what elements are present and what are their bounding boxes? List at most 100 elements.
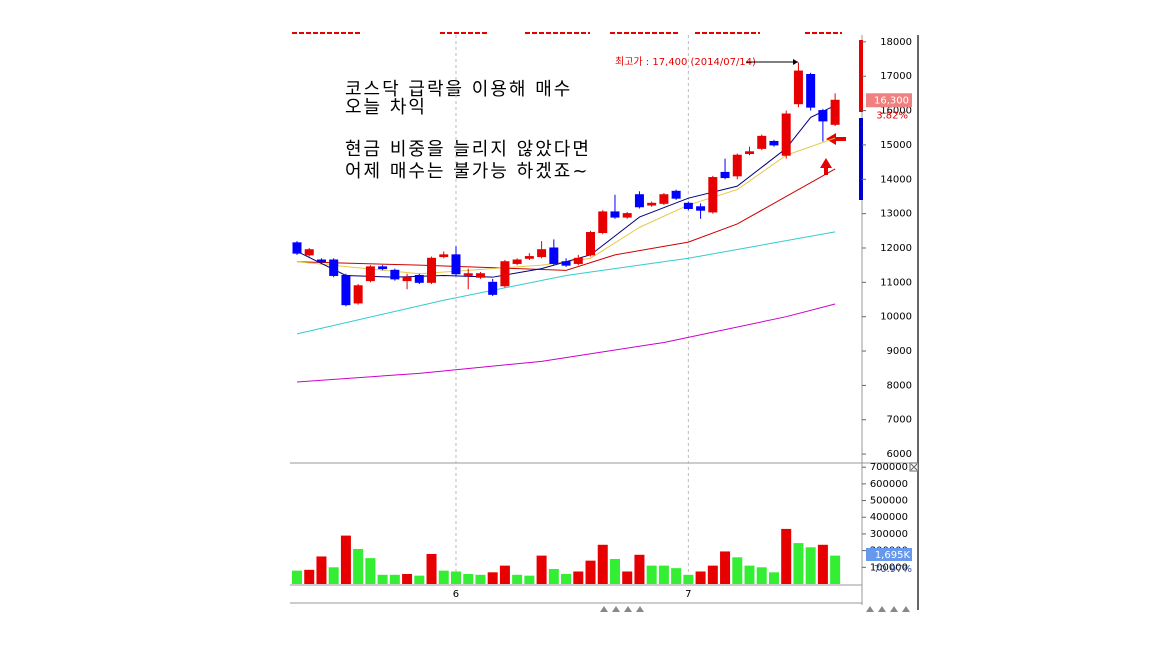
- volume-bar: [389, 574, 400, 584]
- y-tick-label: 10000: [880, 312, 912, 323]
- volume-bar: [450, 571, 461, 584]
- candle-body: [329, 259, 339, 276]
- plot-bg: [290, 35, 860, 605]
- candle-body: [745, 151, 755, 155]
- volume-bar: [817, 544, 828, 584]
- last-price-label: 16,300: [874, 95, 909, 106]
- volume-bar: [707, 565, 718, 584]
- volume-bar: [695, 571, 706, 584]
- candle-body: [402, 276, 412, 282]
- volume-bar: [512, 574, 523, 584]
- volume-bar: [548, 568, 559, 584]
- candle-body: [488, 281, 498, 295]
- candle-body: [365, 266, 375, 282]
- volume-bar: [402, 573, 413, 584]
- volume-bar: [732, 557, 743, 584]
- candle-body: [439, 254, 449, 258]
- candle-body: [708, 177, 718, 213]
- ratio-label: 70.97%: [874, 564, 912, 575]
- note-line: 현금 비중을 늘리지 않았다면: [345, 139, 591, 160]
- volume-bar: [365, 558, 376, 584]
- candle-body: [549, 247, 559, 264]
- candle-body: [292, 242, 302, 254]
- volume-bar: [561, 573, 572, 584]
- candle-body: [561, 261, 571, 266]
- x-tick-label: 7: [685, 589, 691, 600]
- candle-body: [634, 194, 644, 208]
- candle-body: [573, 257, 583, 264]
- last-volume-label: 1,695K: [875, 550, 911, 561]
- volume-bar: [805, 547, 816, 584]
- volume-bar: [499, 565, 510, 584]
- volume-bar: [830, 555, 841, 584]
- volume-bar: [683, 574, 694, 584]
- volume-bar: [328, 567, 339, 584]
- toolbar-icons: [600, 606, 910, 612]
- y-tick-label: 100000: [870, 562, 908, 573]
- volume-bar: [768, 572, 779, 584]
- y-tick-label: 700000: [870, 462, 908, 473]
- volume-bar: [720, 551, 731, 584]
- candle-body: [500, 261, 510, 287]
- y-tick-label: 14000: [880, 174, 912, 185]
- y-tick-label: 18000: [880, 37, 912, 48]
- moving-average: [296, 168, 836, 271]
- range-bar-down: [859, 118, 863, 200]
- volume-bar: [671, 568, 682, 584]
- volume-bar: [316, 556, 327, 584]
- volume-bar: [438, 570, 449, 584]
- volume-bar: [646, 565, 657, 584]
- candle-body: [390, 269, 400, 280]
- y-tick-label: 12000: [880, 243, 912, 254]
- volume-bar: [340, 535, 351, 584]
- candle-body: [586, 232, 596, 256]
- candle-body: [659, 194, 669, 204]
- candle-body: [524, 256, 534, 259]
- volume-bar: [304, 569, 315, 584]
- candle-body: [451, 254, 461, 275]
- volume-bar: [744, 565, 755, 584]
- candle-body: [818, 110, 828, 122]
- candle-body: [732, 154, 742, 177]
- volume-bar: [609, 558, 620, 584]
- x-tick-label: 6: [453, 589, 459, 600]
- candle-body: [537, 249, 547, 258]
- volume-bar: [377, 574, 388, 584]
- volume-bar: [536, 555, 547, 584]
- moving-average: [296, 231, 836, 335]
- last-volume-box: [866, 548, 912, 561]
- volume-bar: [292, 570, 302, 584]
- arrows: [820, 133, 846, 175]
- y-tick-label: 600000: [870, 479, 908, 490]
- y-tick-label: 6000: [887, 449, 912, 460]
- candle-body: [353, 285, 363, 304]
- volume-bar: [781, 528, 792, 584]
- annotation-arrowhead: [793, 59, 798, 65]
- volume-bar: [487, 572, 498, 584]
- volume-bar: [414, 575, 425, 584]
- candle-body: [463, 273, 473, 276]
- y-tick-label: 9000: [887, 346, 912, 357]
- candle-body: [304, 249, 314, 256]
- y-tick-label: 15000: [880, 140, 912, 151]
- volume-bar: [597, 544, 608, 584]
- y-tick-label: 400000: [870, 512, 908, 523]
- candle-body: [757, 135, 767, 149]
- y-tick-label: 11000: [880, 277, 912, 288]
- candle-body: [414, 274, 424, 283]
- candle-body: [683, 202, 693, 209]
- volume-bar: [585, 560, 596, 584]
- note-line: 코스닥 급락을 이용해 매수: [345, 79, 572, 100]
- y-tick-label: 7000: [887, 415, 912, 426]
- candle-body: [427, 257, 437, 283]
- volume-bar: [463, 573, 474, 584]
- close-x: [910, 463, 918, 471]
- volume-bar: [622, 571, 633, 584]
- volume-bar: [426, 553, 437, 584]
- candle-body: [622, 213, 632, 218]
- candle-body: [341, 274, 351, 306]
- last-price-box: [866, 93, 912, 108]
- candle-body: [512, 259, 522, 264]
- volume-bar: [658, 565, 669, 584]
